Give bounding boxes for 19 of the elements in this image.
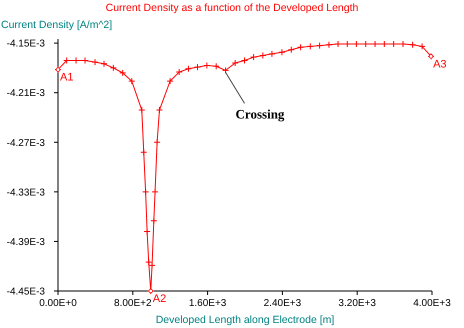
x-tick-label: 3.20E+3 — [338, 298, 376, 309]
y-tick-label: -4.45E-3 — [6, 286, 46, 298]
annotation: A3 — [433, 58, 447, 70]
chart-title: Current Density as a function of the Developed Length — [106, 2, 359, 14]
x-tick-label: 1.60E+3 — [188, 298, 227, 309]
y-axis-title: Current Density [A/m^2] — [1, 19, 112, 31]
y-tick-label: -4.39E-3 — [6, 236, 46, 248]
y-tick-label: -4.21E-3 — [6, 88, 46, 100]
annotation: A2 — [152, 293, 166, 305]
x-tick-label: 2.40E+3 — [264, 298, 302, 309]
x-tick-label: 8.00E+2 — [114, 298, 152, 309]
x-axis-title: Developed Length along Electrode [m] — [156, 314, 334, 326]
x-tick-label: 4.00E+3 — [413, 298, 452, 309]
y-tick-label: -4.15E-3 — [6, 38, 46, 50]
annotation: A1 — [60, 72, 74, 84]
x-tick-label: 0.00E+0 — [39, 298, 78, 309]
y-tick-label: -4.33E-3 — [6, 187, 46, 198]
y-tick-label: -4.27E-3 — [6, 138, 46, 149]
annotation: Crossing — [236, 106, 285, 122]
